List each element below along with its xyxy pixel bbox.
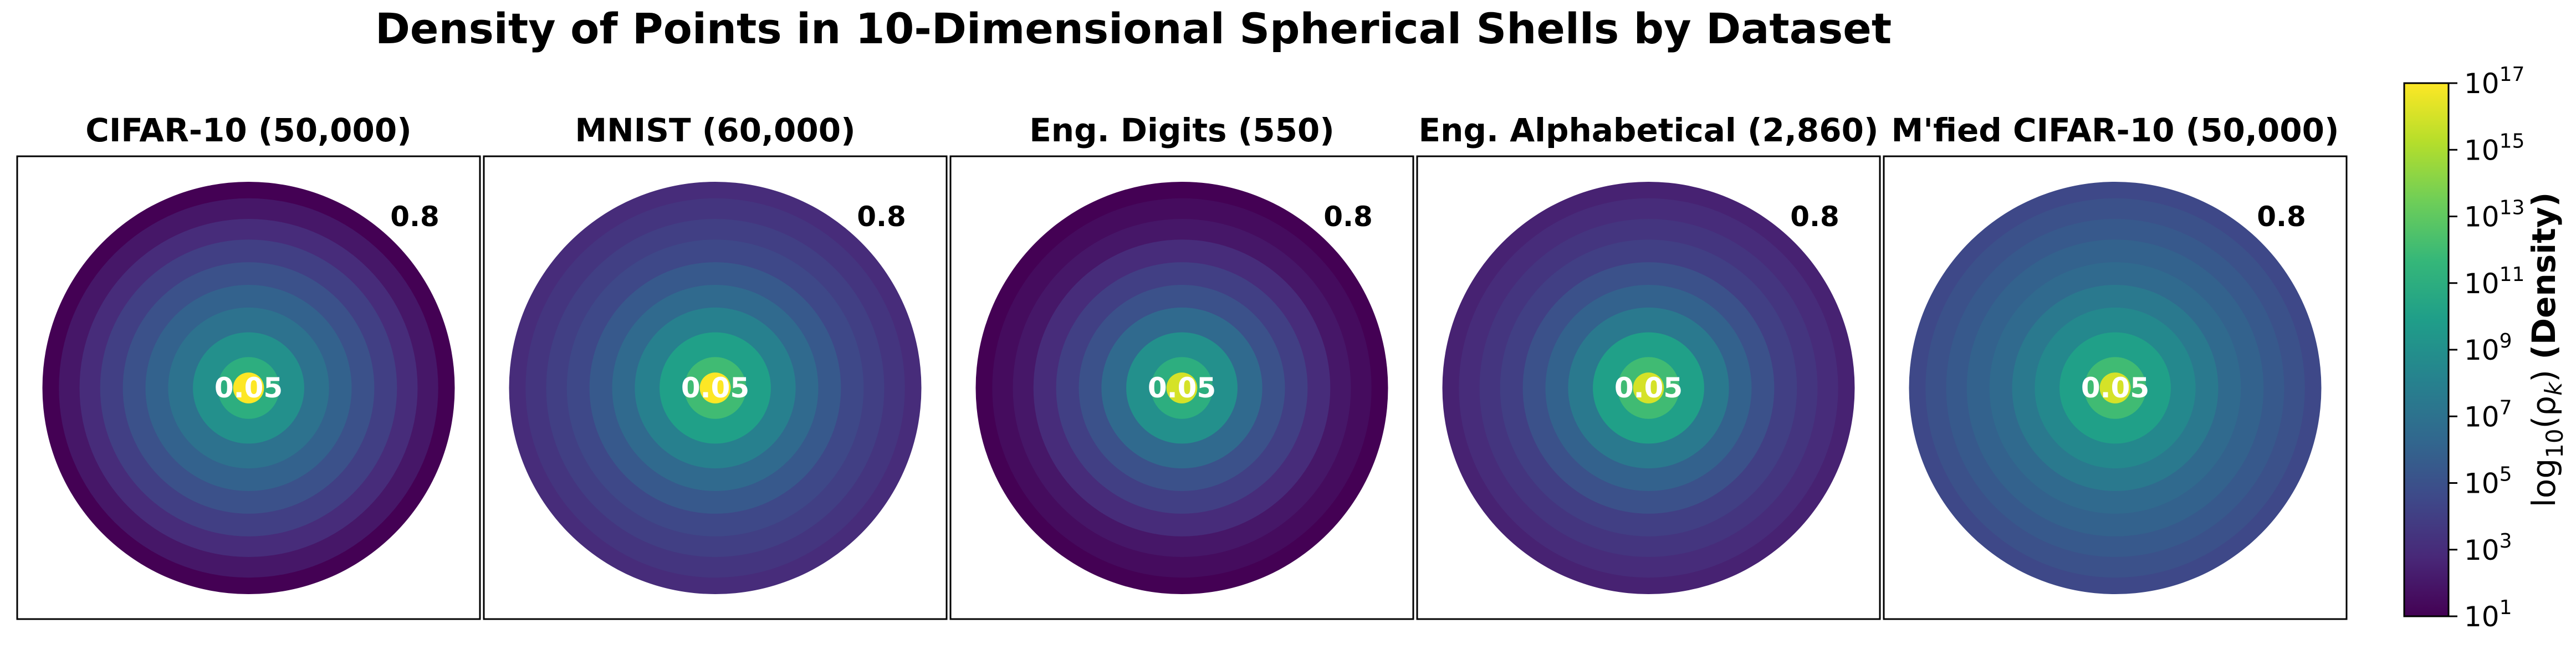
colorbar-tick-label: 109 <box>2464 330 2512 366</box>
colorbar-tick-label: 103 <box>2464 530 2512 566</box>
panel-title: Eng. Alphabetical (2,860) <box>1419 111 1879 149</box>
colorbar-tick-label: 107 <box>2464 396 2512 433</box>
inner-radius-label: 0.05 <box>1148 372 1216 404</box>
panel: Eng. Digits (550) 0.8 0.05 <box>949 111 1414 620</box>
outer-radius-label: 0.8 <box>1323 201 1373 233</box>
panel: MNIST (60,000) 0.8 0.05 <box>483 111 948 620</box>
colorbar-tick-label: 105 <box>2464 463 2512 500</box>
inner-radius-label: 0.05 <box>214 372 283 404</box>
inner-radius-label: 0.05 <box>1614 372 1683 404</box>
colorbar-tick-label: 1015 <box>2464 130 2524 166</box>
outer-radius-label: 0.8 <box>1790 201 1839 233</box>
outer-radius-label: 0.8 <box>857 201 906 233</box>
panel: M'fied CIFAR-10 (50,000) 0.8 0.05 <box>1883 111 2348 620</box>
colorbar: 1017 1015 1013 1011 109 107 105 103 101 log10(ρk)… <box>2403 63 2568 633</box>
panel-title: CIFAR-10 (50,000) <box>85 111 411 149</box>
colorbar-label: log10(ρk) (Density) <box>2525 192 2568 507</box>
colorbar-tick-label: 101 <box>2464 596 2512 633</box>
density-shell <box>699 372 731 403</box>
panel-title: Eng. Digits (550) <box>1029 111 1335 149</box>
panel: Eng. Alphabetical (2,860) 0.8 0.05 <box>1416 111 1881 620</box>
outer-radius-label: 0.8 <box>2257 201 2306 233</box>
panel-title: M'fied CIFAR-10 (50,000) <box>1892 111 2339 149</box>
panel-title: MNIST (60,000) <box>575 111 855 149</box>
density-shell <box>2099 372 2131 403</box>
colorbar-tick-label: 1017 <box>2464 63 2524 100</box>
inner-radius-label: 0.05 <box>2081 372 2149 404</box>
inner-radius-label: 0.05 <box>681 372 749 404</box>
figure-title: Density of Points in 10-Dimensional Sphe… <box>375 4 1892 53</box>
panel: CIFAR-10 (50,000) 0.8 0.05 <box>16 111 481 620</box>
outer-radius-label: 0.8 <box>390 201 439 233</box>
colorbar-tick-label: 1011 <box>2464 263 2524 300</box>
density-shell <box>1166 372 1198 403</box>
panels-group: CIFAR-10 (50,000) 0.8 0.05 MNIST (60,000) 0.… <box>16 111 2348 620</box>
density-shell <box>1633 372 1664 403</box>
colorbar-gradient <box>2403 82 2450 617</box>
colorbar-tick-label: 1013 <box>2464 197 2524 233</box>
density-shell <box>233 372 264 403</box>
